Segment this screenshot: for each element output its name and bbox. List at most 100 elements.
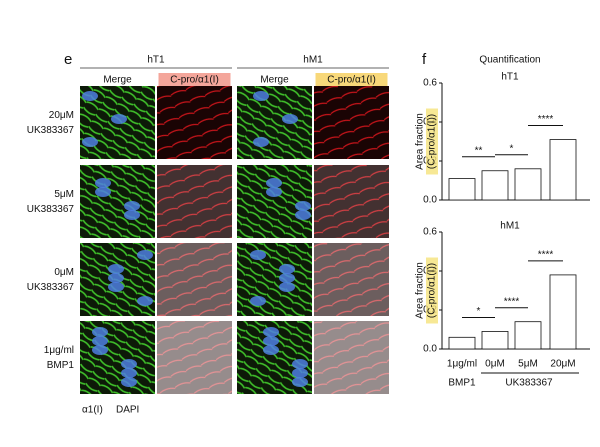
label-highlight (158, 73, 231, 86)
nucleus (250, 296, 266, 306)
row-label: 20μM (49, 110, 74, 121)
micrograph (157, 165, 232, 238)
nucleus (250, 250, 266, 260)
micrograph (237, 165, 312, 238)
significance-label: **** (538, 114, 554, 125)
column-label: C-pro/α1(I) (327, 75, 376, 86)
panel-label: f (422, 51, 427, 68)
legend-label: α1(I) (82, 405, 103, 416)
significance-label: ** (475, 145, 483, 156)
row-label: UK383367 (27, 282, 75, 293)
nucleus (121, 368, 137, 378)
nucleus (282, 114, 298, 124)
y-tick-label: 0.6 (423, 78, 437, 89)
nucleus (124, 201, 140, 211)
nucleus (292, 368, 308, 378)
bar (549, 139, 577, 201)
nucleus (295, 210, 311, 220)
significance-label: **** (504, 296, 520, 307)
y-label: Area fraction (415, 113, 426, 170)
group-label: UK383367 (505, 378, 553, 389)
chart-title: hM1 (500, 221, 520, 232)
significance-label: * (510, 143, 514, 154)
bar (481, 331, 509, 350)
group-label: hM1 (303, 55, 323, 66)
nucleus (95, 178, 111, 188)
nucleus (108, 273, 124, 283)
panel-label: e (64, 51, 72, 68)
micrograph (314, 86, 389, 159)
micrograph (80, 321, 155, 394)
row-label: BMP1 (47, 360, 75, 371)
x-tick-label: 0μM (485, 359, 505, 370)
column-label: Merge (103, 75, 132, 86)
nucleus (279, 264, 295, 274)
chart-title: hT1 (501, 72, 519, 83)
group-label: BMP1 (448, 378, 476, 389)
y-label: (C-pro/α1(I)) (427, 263, 438, 318)
nucleus (95, 187, 111, 197)
nucleus (263, 345, 279, 355)
nucleus (111, 114, 127, 124)
x-tick-label: 20μM (550, 359, 575, 370)
bar (549, 274, 577, 350)
nucleus (253, 91, 269, 101)
y-label: (C-pro/α1(I)) (427, 114, 438, 169)
bar (514, 321, 542, 350)
micrograph (314, 165, 389, 238)
nucleus (292, 377, 308, 387)
nucleus (121, 377, 137, 387)
nucleus (121, 359, 137, 369)
legend-label: DAPI (116, 405, 139, 416)
label-highlight (426, 257, 438, 324)
nucleus (82, 137, 98, 147)
nucleus (295, 201, 311, 211)
micrograph (314, 321, 389, 394)
nucleus (292, 359, 308, 369)
nucleus (263, 336, 279, 346)
nucleus (279, 273, 295, 283)
nucleus (253, 137, 269, 147)
bar (481, 170, 509, 201)
significance-label: **** (538, 250, 554, 261)
y-tick-label: 0.6 (423, 227, 437, 238)
nucleus (108, 264, 124, 274)
micrograph (157, 86, 232, 159)
label-highlight (315, 73, 388, 86)
row-label: 5μM (54, 189, 74, 200)
nucleus (92, 336, 108, 346)
row-label: 0μM (54, 267, 74, 278)
y-tick-label: 0.0 (423, 195, 437, 206)
x-tick-label: 1μg/ml (447, 359, 477, 370)
x-tick-label: 5μM (518, 359, 538, 370)
nucleus (263, 327, 279, 337)
nucleus (137, 250, 153, 260)
bar (448, 178, 476, 201)
row-label: UK383367 (27, 204, 75, 215)
nucleus (108, 282, 124, 292)
nucleus (92, 327, 108, 337)
nucleus (92, 345, 108, 355)
y-label: Area fraction (415, 262, 426, 319)
nucleus (266, 178, 282, 188)
micrograph (237, 243, 312, 316)
significance-label: * (477, 306, 481, 317)
micrograph (157, 321, 232, 394)
column-label: Merge (260, 75, 289, 86)
label-highlight (426, 108, 438, 175)
nucleus (124, 210, 140, 220)
micrograph (157, 243, 232, 316)
y-tick-label: 0.0 (423, 344, 437, 355)
nucleus (137, 296, 153, 306)
micrograph (237, 86, 312, 159)
group-label: hT1 (147, 55, 165, 66)
bar (514, 168, 542, 201)
micrograph (80, 165, 155, 238)
nucleus (82, 91, 98, 101)
nucleus (279, 282, 295, 292)
row-label: UK383367 (27, 125, 75, 136)
row-label: 1μg/ml (44, 345, 74, 356)
nucleus (266, 187, 282, 197)
bar (448, 336, 476, 350)
